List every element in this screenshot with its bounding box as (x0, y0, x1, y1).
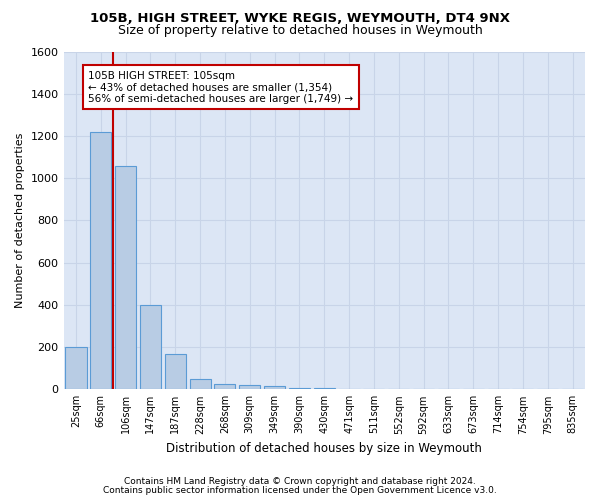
Text: Size of property relative to detached houses in Weymouth: Size of property relative to detached ho… (118, 24, 482, 37)
Bar (264, 386, 285, 390)
X-axis label: Distribution of detached houses by size in Weymouth: Distribution of detached houses by size … (166, 442, 482, 455)
Bar (90, 132, 112, 390)
Bar (65, 347, 86, 390)
Bar (289, 388, 310, 390)
Bar (190, 378, 211, 390)
Text: Contains public sector information licensed under the Open Government Licence v3: Contains public sector information licen… (103, 486, 497, 495)
Y-axis label: Number of detached properties: Number of detached properties (15, 132, 25, 308)
Bar (314, 388, 335, 390)
Bar (239, 385, 260, 390)
Text: Contains HM Land Registry data © Crown copyright and database right 2024.: Contains HM Land Registry data © Crown c… (124, 477, 476, 486)
Bar (165, 354, 186, 390)
Text: 105B, HIGH STREET, WYKE REGIS, WEYMOUTH, DT4 9NX: 105B, HIGH STREET, WYKE REGIS, WEYMOUTH,… (90, 12, 510, 26)
Bar (338, 388, 359, 390)
Bar (214, 384, 235, 390)
Text: 105B HIGH STREET: 105sqm
← 43% of detached houses are smaller (1,354)
56% of sem: 105B HIGH STREET: 105sqm ← 43% of detach… (88, 70, 353, 104)
Bar (140, 305, 161, 390)
Bar (115, 166, 136, 390)
